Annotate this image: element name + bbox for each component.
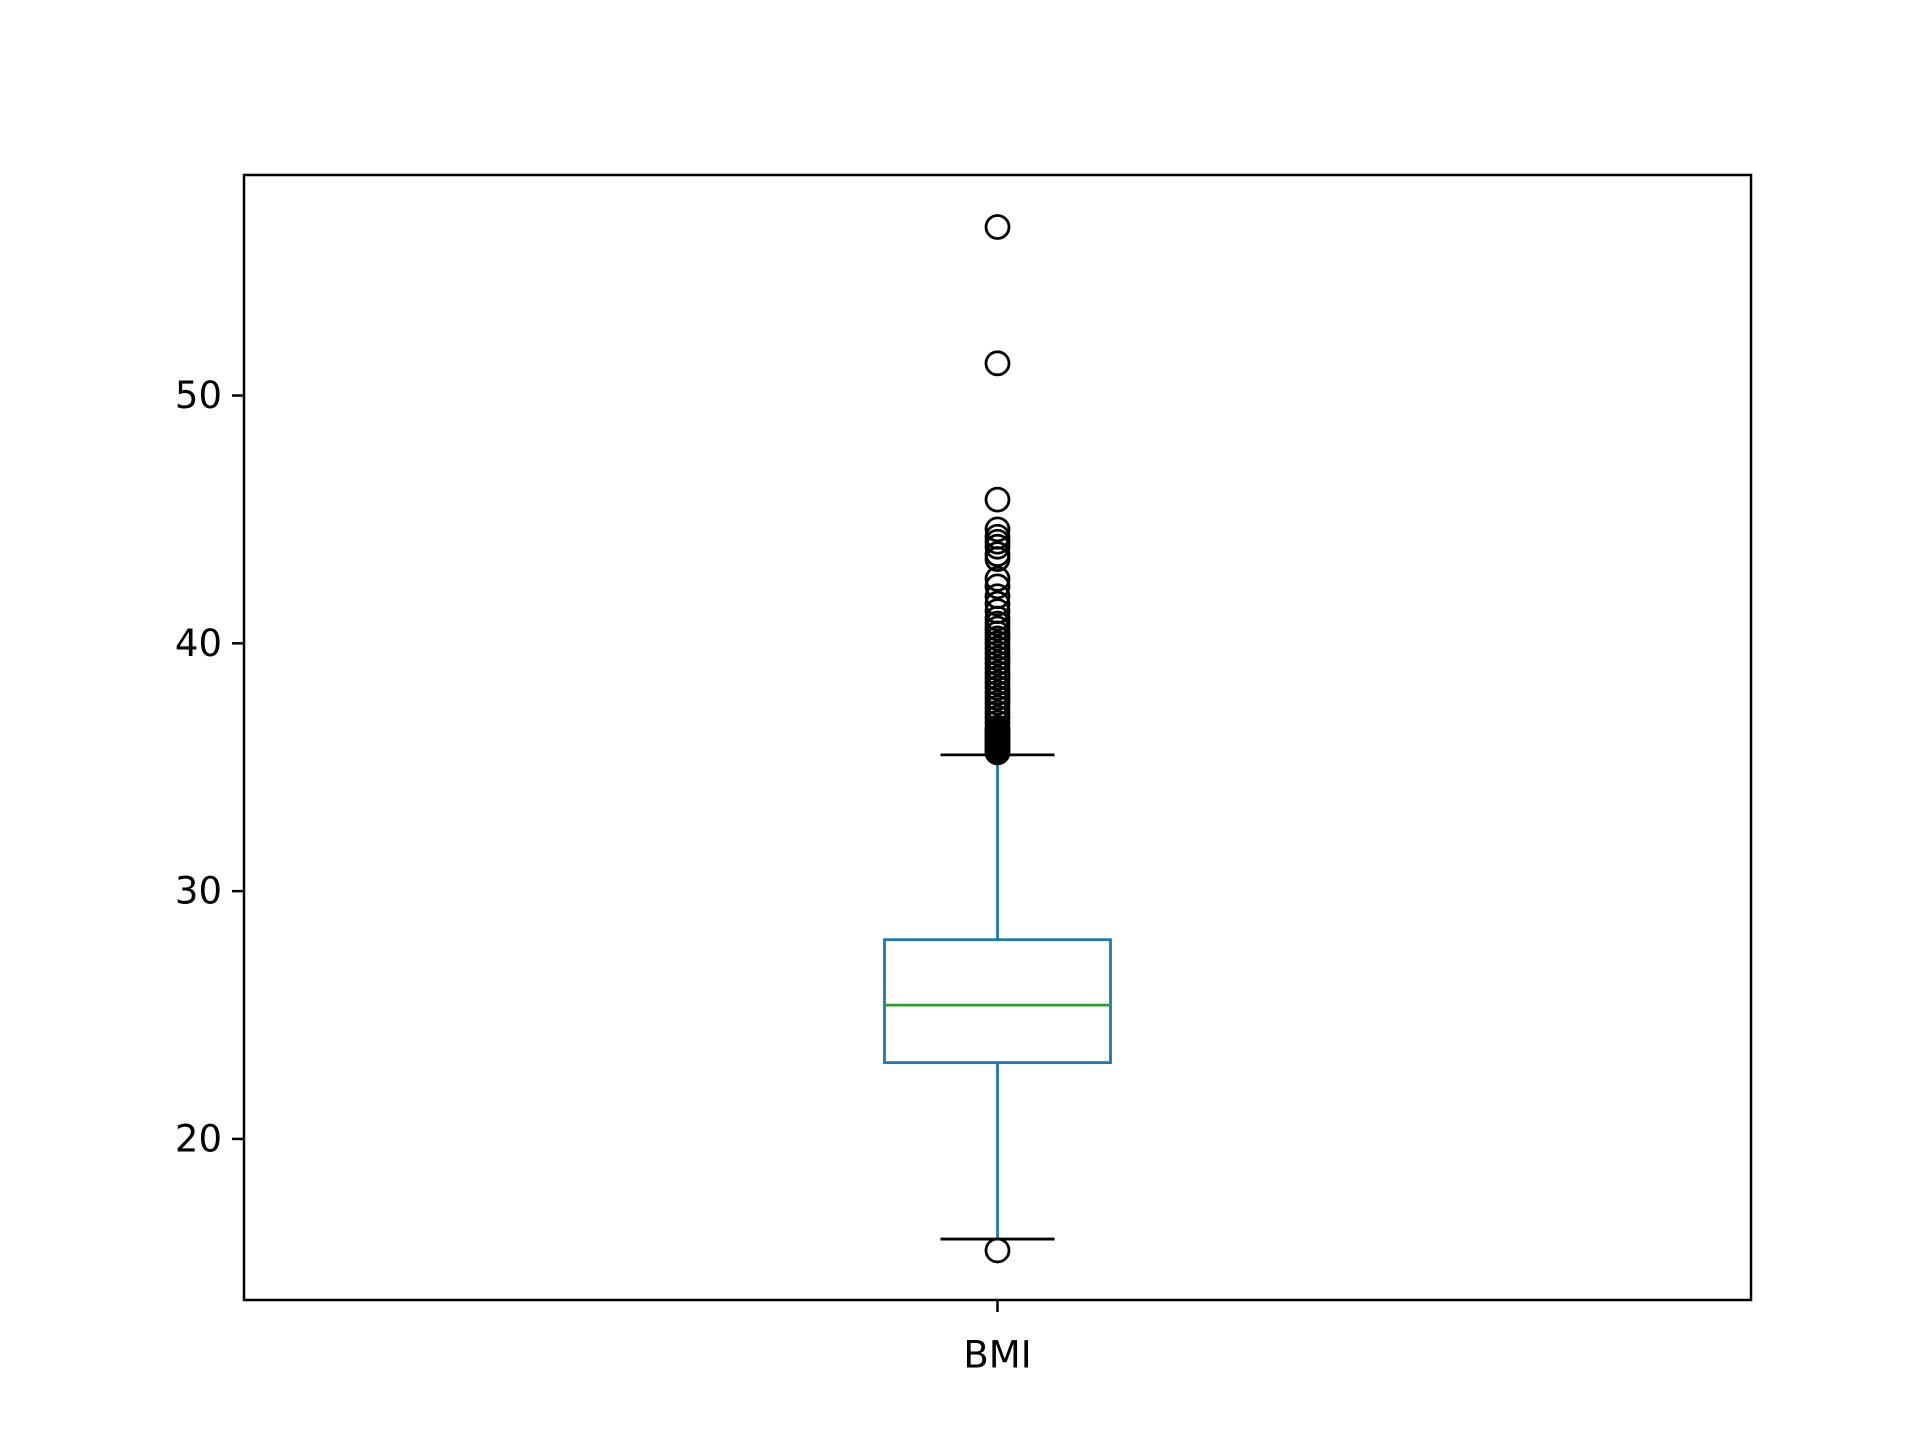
outlier-point	[984, 541, 1011, 568]
outlier-point	[984, 590, 1011, 617]
y-axis: 20 30 40 50	[175, 374, 244, 1160]
y-tick-label: 50	[175, 374, 222, 417]
y-tick-label: 30	[175, 870, 222, 913]
outlier-point	[984, 566, 1011, 592]
x-axis: BMI	[963, 1300, 1032, 1377]
iqr-box	[883, 938, 1112, 1065]
outlier-point	[984, 598, 1011, 625]
y-tick-label: 20	[175, 1117, 222, 1160]
outlier-point	[984, 1237, 1011, 1264]
outlier-point	[984, 350, 1011, 377]
outlier-point	[984, 516, 1011, 543]
outlier-point	[984, 583, 1011, 610]
outlier-point	[984, 214, 1011, 240]
x-tick-label: BMI	[963, 1334, 1031, 1377]
outlier-point	[984, 523, 1011, 550]
outlier-point	[984, 486, 1011, 513]
outlier-point	[984, 573, 1011, 600]
plot-area	[883, 214, 1112, 1264]
y-tick-label: 40	[175, 622, 222, 665]
